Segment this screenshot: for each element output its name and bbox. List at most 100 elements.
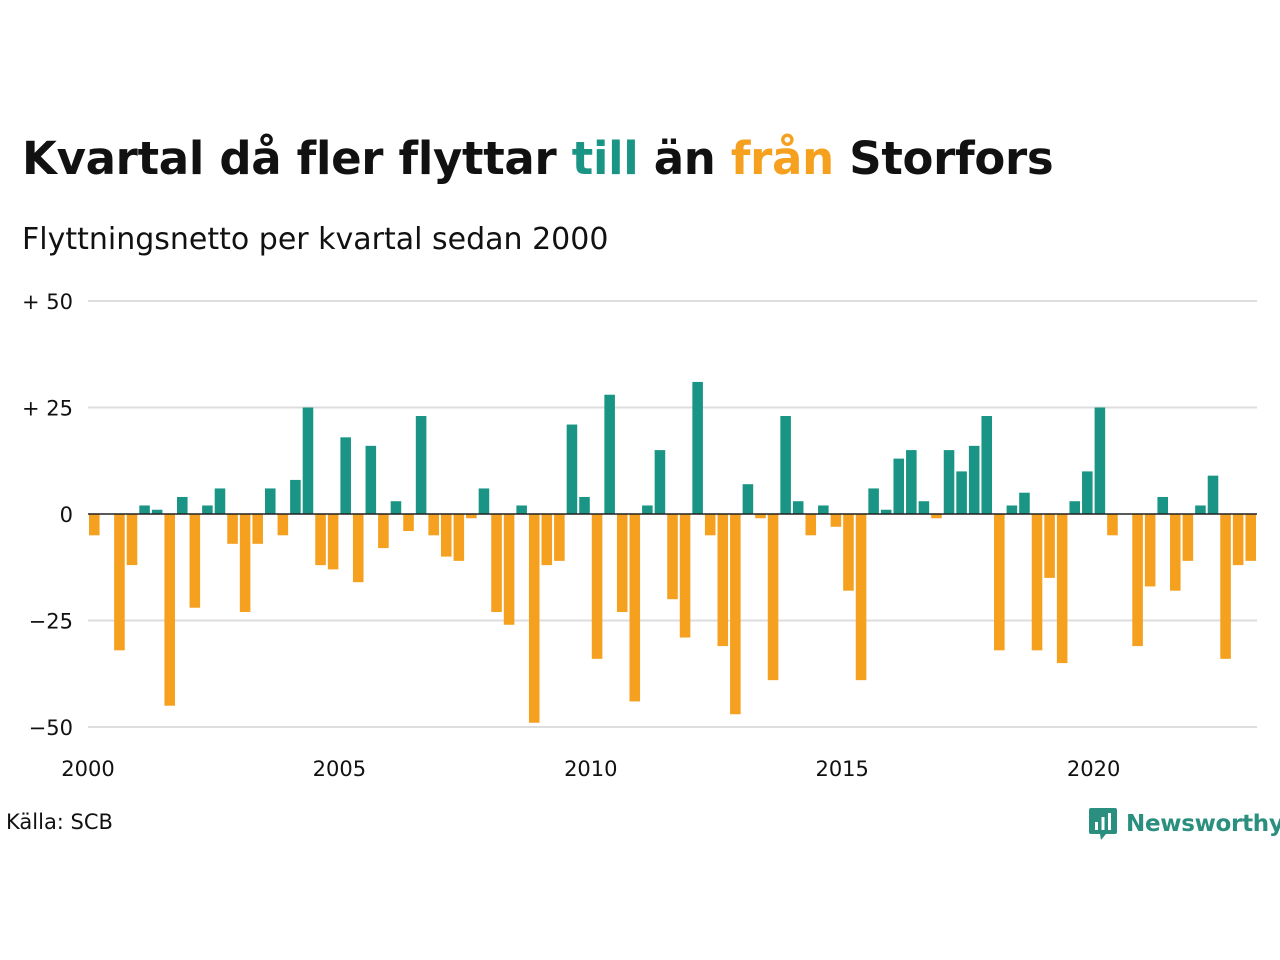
y-tick-label: + 50 — [22, 290, 73, 314]
bar — [390, 501, 402, 514]
newsworthy-logo-icon — [1089, 808, 1117, 840]
y-tick-label: 0 — [60, 503, 73, 527]
bar — [428, 514, 439, 536]
bar — [352, 514, 364, 583]
bar — [1006, 505, 1018, 514]
x-tick-label: 2020 — [1067, 757, 1120, 781]
bar — [189, 514, 201, 608]
bar — [893, 458, 905, 514]
bar — [453, 514, 465, 561]
title-part-3: än — [638, 132, 731, 185]
bar — [1082, 471, 1093, 514]
bar — [679, 514, 691, 638]
logo-text: Newsworthy — [1126, 811, 1280, 837]
bar — [239, 514, 251, 612]
bar — [1182, 514, 1194, 561]
bar — [227, 514, 238, 544]
bar — [176, 496, 188, 514]
bar — [792, 501, 804, 514]
chart-subtitle: Flyttningsnetto per kvartal sedan 2000 — [22, 222, 609, 257]
bar — [1144, 514, 1156, 587]
bar — [767, 514, 779, 681]
bar — [755, 514, 766, 519]
bar — [918, 501, 930, 514]
bar — [403, 514, 414, 532]
bar — [906, 450, 917, 514]
x-tick-label: 2010 — [564, 757, 617, 781]
bar — [340, 437, 351, 514]
axes: + 50 + 25 0 −25 −50 2000 2005 2010 2015 2020 — [22, 290, 1257, 781]
title-part-till: till — [571, 132, 639, 185]
bar — [931, 514, 942, 519]
bar — [717, 514, 729, 647]
bar — [1207, 475, 1219, 514]
bars — [89, 381, 1256, 723]
bar — [654, 450, 666, 514]
y-tick-label: −50 — [29, 716, 73, 740]
bar — [491, 514, 502, 612]
bar — [302, 407, 314, 514]
title-part-5: Storfors — [833, 132, 1054, 185]
bar — [1031, 514, 1043, 651]
bar — [365, 445, 377, 514]
bar — [1170, 514, 1181, 591]
bar — [139, 505, 150, 514]
bar — [1107, 514, 1118, 536]
bar — [440, 514, 452, 557]
title-part-1: Kvartal då fler flyttar — [22, 132, 572, 185]
bar — [466, 514, 477, 519]
bar — [1220, 514, 1231, 659]
bar — [1069, 501, 1081, 514]
bar — [164, 514, 175, 706]
bar — [868, 488, 879, 514]
bar — [579, 496, 590, 514]
bar — [264, 488, 276, 514]
bar — [604, 394, 615, 514]
bar — [981, 416, 993, 514]
bar — [1132, 514, 1143, 647]
bar — [880, 509, 892, 514]
bar — [742, 484, 754, 514]
source-label: Källa: SCB — [6, 810, 113, 834]
bar — [616, 514, 628, 612]
bar — [1195, 505, 1206, 514]
bar — [478, 488, 490, 514]
bar — [327, 514, 339, 570]
x-tick-label: 2015 — [815, 757, 868, 781]
bar — [114, 514, 125, 651]
bar — [541, 514, 553, 566]
bar — [943, 450, 955, 514]
bar — [855, 514, 867, 681]
bar — [629, 514, 641, 702]
title-part-fran: från — [730, 132, 834, 185]
bar — [956, 471, 967, 514]
bar — [968, 445, 980, 514]
newsworthy-logo: Newsworthy — [1088, 804, 1280, 844]
bar — [378, 514, 389, 549]
bar — [516, 505, 527, 514]
bar — [1245, 514, 1256, 561]
bar — [89, 514, 100, 536]
x-tick-label: 2000 — [61, 757, 114, 781]
y-tick-label: + 25 — [22, 397, 73, 421]
bar — [830, 514, 842, 527]
bar — [252, 514, 263, 544]
bar — [566, 424, 578, 514]
bar — [730, 514, 741, 715]
bar — [277, 514, 289, 536]
bar — [994, 514, 1005, 651]
bar — [843, 514, 854, 591]
bar — [126, 514, 138, 566]
bar — [1157, 496, 1169, 514]
bar — [151, 509, 163, 514]
bar-chart: + 50 + 25 0 −25 −50 2000 2005 2010 2015 2020 — [22, 290, 1257, 781]
bar — [214, 488, 226, 514]
bar — [1056, 514, 1068, 664]
bar — [591, 514, 603, 659]
bar — [780, 416, 791, 514]
bar — [667, 514, 678, 600]
bar — [1094, 407, 1106, 514]
y-tick-label: −25 — [29, 610, 73, 634]
bar — [554, 514, 565, 561]
bar — [503, 514, 515, 625]
